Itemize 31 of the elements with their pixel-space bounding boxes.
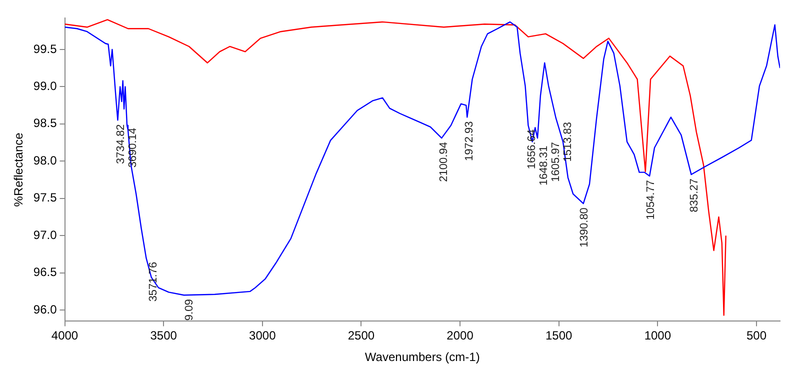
- annotation: 1390.80: [578, 208, 590, 248]
- y-tick-label: 99.5: [33, 42, 58, 56]
- annotation: 1513.83: [562, 122, 574, 162]
- y-axis-title: %Reflectance: [12, 132, 26, 207]
- annotation: 2100.94: [438, 142, 450, 182]
- y-tick-label: 97.5: [33, 190, 58, 205]
- annotation: 1972.93: [463, 121, 476, 161]
- annotation: 3734.82: [115, 124, 128, 164]
- annotation: 1656.64: [526, 129, 538, 170]
- annotation: 1605.97: [550, 142, 562, 182]
- x-tick-label: 500: [746, 328, 767, 343]
- annotation: 3690.14: [127, 128, 140, 168]
- y-tick-label: 97.0: [33, 228, 58, 242]
- x-tick-label: 3500: [150, 328, 178, 343]
- y-tick-label: 96.5: [33, 265, 58, 280]
- annotation: 9.09: [184, 299, 196, 321]
- annotation: 835.27: [688, 178, 700, 212]
- y-tick-label: 96.0: [33, 302, 58, 316]
- x-tick-label: 2500: [348, 328, 375, 343]
- y-tick-label: 99.0: [33, 79, 58, 94]
- y-tick-label: 98.0: [33, 153, 58, 168]
- annotation: 1648.31: [538, 146, 550, 186]
- x-tick-label: 2000: [446, 328, 474, 343]
- x-tick-label: 4000: [51, 328, 78, 343]
- annotation: 3571.76: [147, 262, 160, 302]
- annotation: 1054.77: [644, 180, 657, 220]
- x-axis-title: Wavenumbers (cm-1): [364, 350, 480, 364]
- y-tick-label: 98.5: [33, 116, 58, 130]
- x-tick-label: 1000: [644, 328, 672, 343]
- x-tick-label: 3000: [249, 328, 276, 343]
- x-tick-label: 1500: [545, 328, 573, 343]
